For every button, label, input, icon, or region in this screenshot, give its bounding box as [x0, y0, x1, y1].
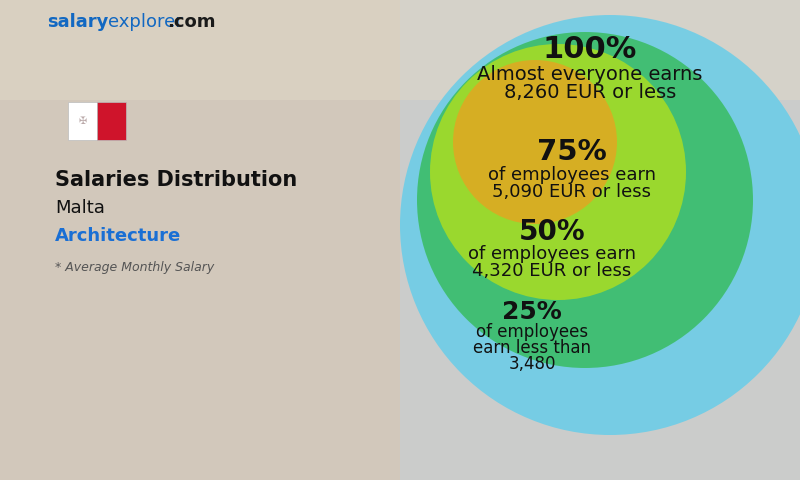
Text: 75%: 75% — [537, 138, 607, 166]
Text: Architecture: Architecture — [55, 227, 182, 245]
Bar — [400, 0, 800, 480]
Text: 4,320 EUR or less: 4,320 EUR or less — [472, 262, 632, 280]
Bar — [97, 102, 126, 140]
Text: 3,480: 3,480 — [508, 355, 556, 373]
Text: Almost everyone earns: Almost everyone earns — [478, 64, 702, 84]
Text: 50%: 50% — [518, 218, 586, 246]
Bar — [68, 102, 97, 140]
Text: salary: salary — [46, 12, 108, 31]
Text: 100%: 100% — [543, 36, 637, 64]
Text: 5,090 EUR or less: 5,090 EUR or less — [493, 183, 651, 201]
Text: Salaries Distribution: Salaries Distribution — [55, 170, 298, 190]
Text: explorer: explorer — [108, 12, 182, 31]
Text: .com: .com — [167, 12, 215, 31]
Circle shape — [453, 60, 617, 224]
Text: of employees: of employees — [476, 323, 588, 341]
Text: Malta: Malta — [55, 199, 105, 217]
Text: * Average Monthly Salary: * Average Monthly Salary — [55, 262, 214, 275]
Text: of employees earn: of employees earn — [488, 166, 656, 184]
Bar — [0, 0, 800, 100]
Circle shape — [430, 44, 686, 300]
Bar — [0, 0, 400, 480]
Text: earn less than: earn less than — [473, 339, 591, 357]
Circle shape — [400, 15, 800, 435]
Text: of employees earn: of employees earn — [468, 245, 636, 263]
Circle shape — [417, 32, 753, 368]
Text: 8,260 EUR or less: 8,260 EUR or less — [504, 83, 676, 101]
Text: ✠: ✠ — [78, 116, 86, 126]
Text: 25%: 25% — [502, 300, 562, 324]
